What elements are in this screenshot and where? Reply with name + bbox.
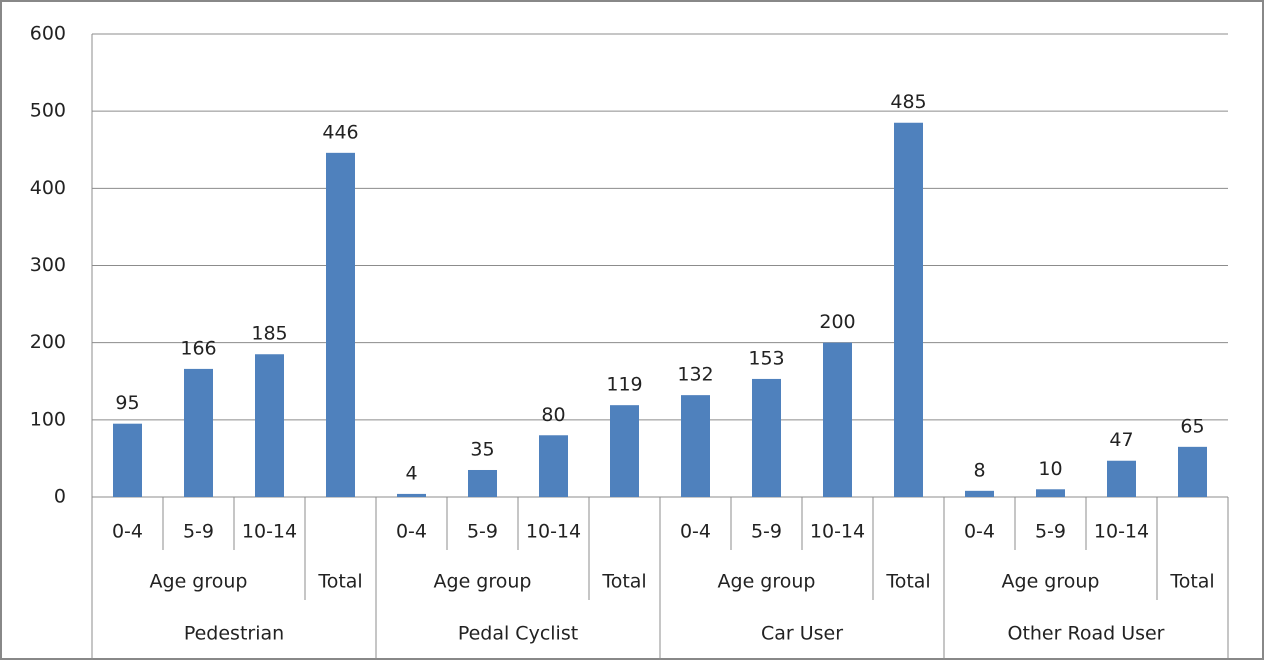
value-label: 446 <box>322 121 358 143</box>
value-label: 35 <box>470 438 494 460</box>
group-label: Car User <box>761 623 843 645</box>
bar <box>255 354 284 497</box>
bar <box>1036 489 1065 497</box>
value-label: 4 <box>405 462 417 484</box>
subgroup-label: Total <box>317 571 362 593</box>
x-tick-label: 10-14 <box>1094 521 1149 543</box>
y-tick-label: 100 <box>30 408 66 430</box>
bar <box>326 152 355 497</box>
bar <box>681 395 710 497</box>
subgroup-label: Total <box>601 571 646 593</box>
value-label: 47 <box>1109 429 1133 451</box>
bar <box>610 405 639 497</box>
value-label: 166 <box>180 337 216 359</box>
value-label: 65 <box>1180 415 1204 437</box>
value-label: 485 <box>890 91 926 113</box>
x-tick-label: 5-9 <box>183 521 214 543</box>
subgroup-label: Total <box>885 571 930 593</box>
x-tick-label: 10-14 <box>242 521 297 543</box>
y-tick-label: 500 <box>30 100 66 122</box>
subgroup-label: Age group <box>1002 571 1100 593</box>
x-tick-label: 10-14 <box>810 521 865 543</box>
y-tick-label: 300 <box>30 254 66 276</box>
y-tick-label: 200 <box>30 331 66 353</box>
x-tick-label: 0-4 <box>680 521 711 543</box>
value-label: 185 <box>251 323 287 345</box>
x-tick-label: 5-9 <box>751 521 782 543</box>
bar <box>539 435 568 497</box>
bar <box>894 122 923 497</box>
x-tick-label: 0-4 <box>964 521 995 543</box>
y-tick-label: 600 <box>30 23 66 45</box>
value-label: 119 <box>606 374 642 396</box>
value-label: 95 <box>115 392 139 414</box>
bar <box>823 342 852 497</box>
bar <box>113 423 142 497</box>
x-tick-label: 5-9 <box>467 521 498 543</box>
value-label: 132 <box>677 364 713 386</box>
group-label: Other Road User <box>1007 623 1164 645</box>
value-label: 10 <box>1038 458 1062 480</box>
value-label: 80 <box>541 404 565 426</box>
bar <box>1178 446 1207 497</box>
x-tick-label: 5-9 <box>1035 521 1066 543</box>
y-tick-label: 400 <box>30 177 66 199</box>
value-label: 153 <box>748 347 784 369</box>
subgroup-label: Age group <box>434 571 532 593</box>
subgroup-label: Age group <box>150 571 248 593</box>
bar <box>752 378 781 497</box>
bar <box>965 490 994 497</box>
y-tick-label: 0 <box>54 486 66 508</box>
subgroup-label: Age group <box>718 571 816 593</box>
subgroup-label: Total <box>1169 571 1214 593</box>
group-label: Pedal Cyclist <box>458 623 578 645</box>
x-tick-label: 10-14 <box>526 521 581 543</box>
value-label: 200 <box>819 311 855 333</box>
group-label: Pedestrian <box>184 623 284 645</box>
bar <box>397 493 426 497</box>
x-tick-label: 0-4 <box>396 521 427 543</box>
x-tick-label: 0-4 <box>112 521 143 543</box>
value-label: 8 <box>973 459 985 481</box>
bar <box>1107 460 1136 497</box>
bar <box>184 368 213 497</box>
bar <box>468 469 497 497</box>
